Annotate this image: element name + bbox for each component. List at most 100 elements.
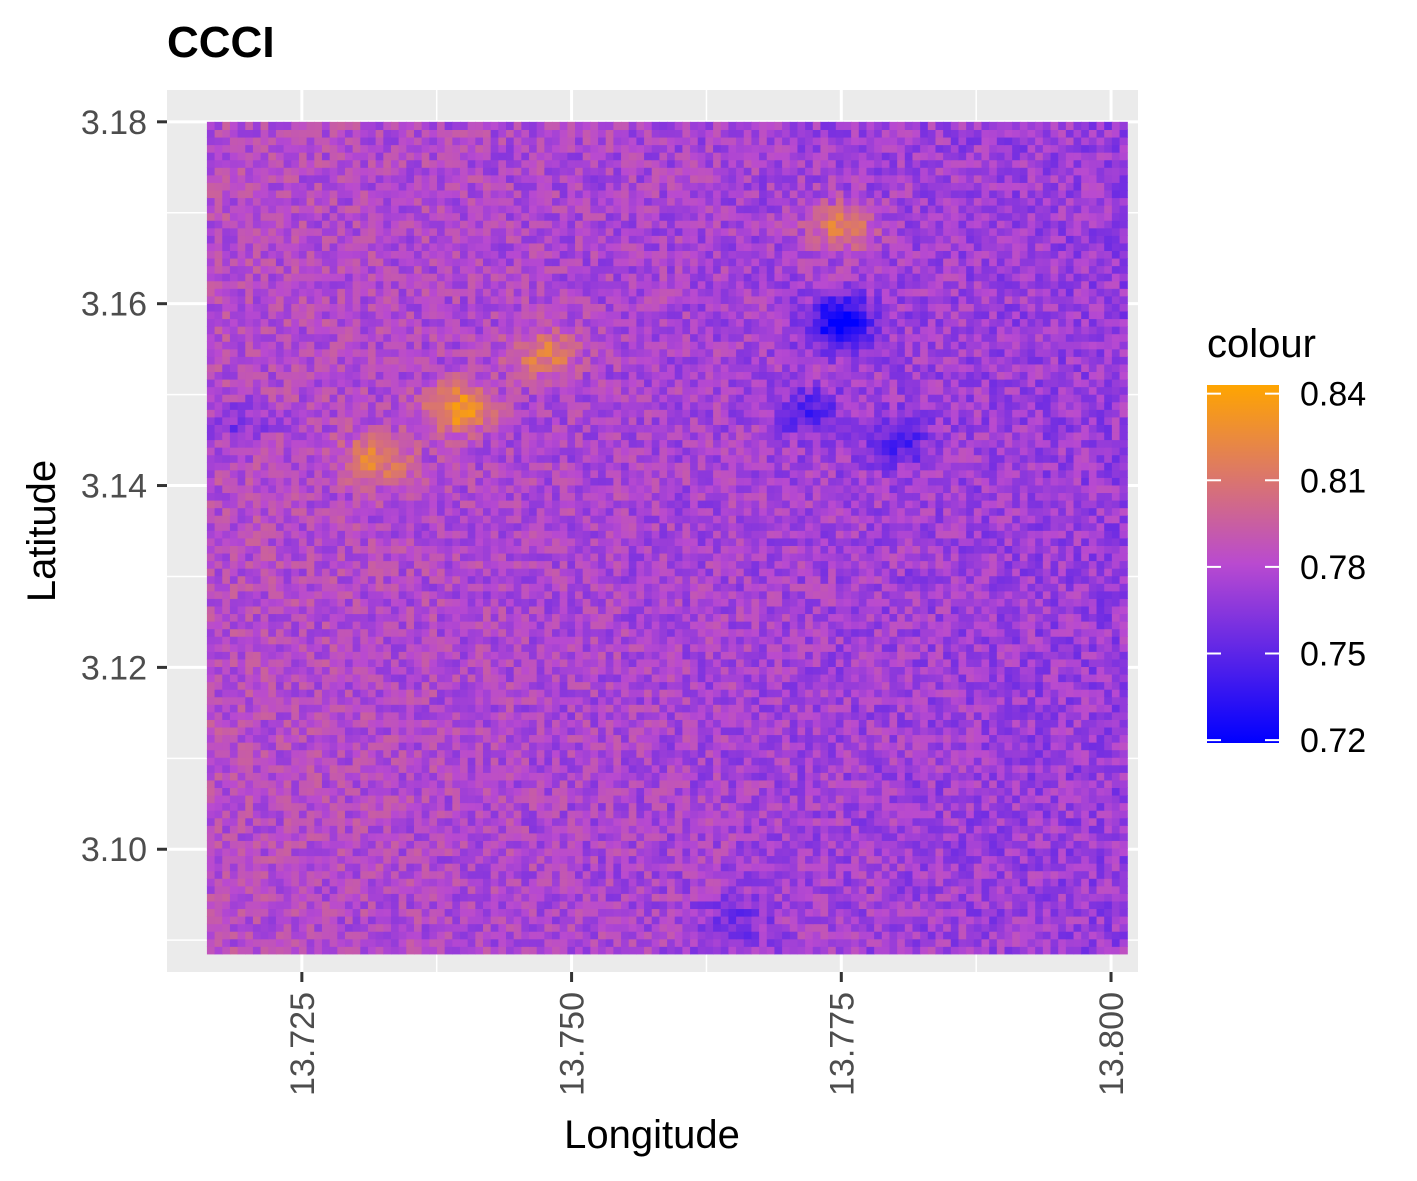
raster-cell <box>383 643 392 652</box>
raster-cell <box>529 779 538 789</box>
raster-cell <box>697 938 707 947</box>
raster-cell <box>866 772 875 781</box>
raster-cell <box>252 908 262 917</box>
raster-cell <box>344 893 354 902</box>
raster-cell <box>690 870 699 879</box>
raster-cell <box>222 885 231 894</box>
raster-cell <box>536 794 545 804</box>
raster-cell <box>1012 794 1021 804</box>
raster-cell <box>897 734 906 743</box>
raster-cell <box>536 689 545 698</box>
raster-cell <box>943 885 952 894</box>
raster-cell <box>398 878 407 887</box>
raster-cell <box>298 840 308 849</box>
raster-cell <box>229 908 239 917</box>
raster-cell <box>720 870 730 879</box>
raster-cell <box>843 840 852 849</box>
raster-cell <box>866 810 875 819</box>
raster-cell <box>398 651 407 660</box>
raster-cell <box>766 779 776 789</box>
raster-cell <box>912 870 921 879</box>
raster-cell <box>1073 742 1082 751</box>
raster-cell <box>398 931 407 940</box>
raster-cell <box>1065 915 1075 925</box>
raster-cell <box>306 870 315 879</box>
raster-cell <box>498 900 507 910</box>
raster-cell <box>812 946 822 955</box>
raster-cell <box>337 779 346 789</box>
raster-cell <box>1035 885 1044 894</box>
raster-cell <box>812 863 822 872</box>
raster-cell <box>628 832 637 841</box>
raster-cell <box>344 673 354 683</box>
raster-cell <box>820 863 829 872</box>
raster-cell <box>843 787 852 796</box>
raster-cell <box>659 870 668 879</box>
raster-cell <box>935 946 944 955</box>
raster-cell <box>943 658 952 667</box>
raster-cell <box>421 847 430 857</box>
raster-cell <box>713 832 722 841</box>
raster-cell <box>881 719 891 728</box>
raster-cell <box>697 931 707 940</box>
raster-cell <box>1027 810 1036 819</box>
raster-cell <box>866 878 875 887</box>
raster-cell <box>989 764 998 773</box>
raster-cell <box>743 840 753 849</box>
raster-cell <box>736 840 745 849</box>
raster-cell <box>559 734 568 743</box>
raster-cell <box>306 658 315 667</box>
raster-cell <box>375 742 384 751</box>
raster-cell <box>797 878 806 887</box>
raster-cell <box>1088 757 1098 766</box>
raster-cell <box>598 681 607 690</box>
raster-cell <box>475 832 484 841</box>
raster-cell <box>1096 840 1105 849</box>
raster-cell <box>904 764 914 773</box>
raster-cell <box>214 825 223 834</box>
raster-cell <box>966 893 975 902</box>
raster-cell <box>337 689 346 698</box>
raster-cell <box>582 764 591 773</box>
raster-cell <box>743 878 753 887</box>
raster-cell <box>613 643 622 652</box>
raster-cell <box>828 673 837 683</box>
raster-cell <box>1104 681 1113 690</box>
raster-cell <box>275 749 285 758</box>
raster-cell <box>321 681 331 690</box>
raster-cell <box>1035 946 1044 955</box>
raster-cell <box>897 689 906 698</box>
raster-cell <box>743 923 753 932</box>
raster-cell <box>367 885 377 894</box>
raster-cell <box>206 636 216 645</box>
raster-cell <box>475 666 484 675</box>
raster-cell <box>874 938 883 947</box>
raster-cell <box>490 636 499 645</box>
raster-cell <box>483 787 492 796</box>
raster-cell <box>436 666 446 675</box>
raster-cell <box>904 878 914 887</box>
raster-cell <box>291 832 300 841</box>
raster-cell <box>989 651 998 660</box>
raster-cell <box>252 689 262 698</box>
raster-cell <box>245 878 254 887</box>
raster-cell <box>475 931 484 940</box>
raster-cell <box>398 757 407 766</box>
raster-cell <box>521 779 530 789</box>
raster-cell <box>552 651 561 660</box>
raster-cell <box>1119 681 1128 690</box>
raster-cell <box>590 893 599 902</box>
raster-cell <box>529 931 538 940</box>
raster-cell <box>321 915 331 925</box>
raster-cell <box>590 681 599 690</box>
raster-cell <box>552 908 561 917</box>
raster-cell <box>383 696 392 705</box>
raster-cell <box>406 885 415 894</box>
raster-cell <box>605 636 614 645</box>
raster-cell <box>690 794 699 804</box>
raster-cell <box>759 651 768 660</box>
raster-cell <box>935 855 944 864</box>
raster-cell <box>690 908 699 917</box>
raster-cell <box>874 855 883 864</box>
raster-cell <box>904 847 914 857</box>
